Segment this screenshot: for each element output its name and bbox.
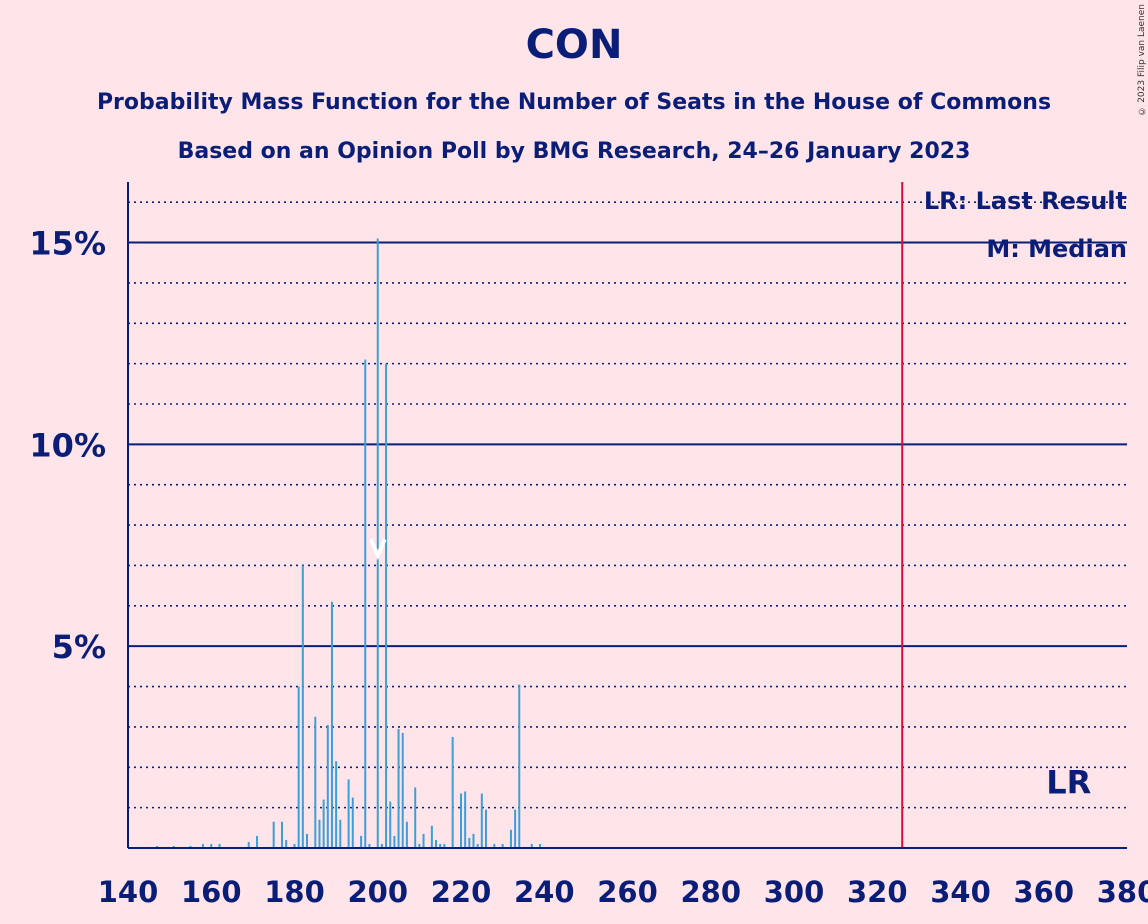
x-tick-label: 180 xyxy=(264,875,325,909)
grid-lines xyxy=(128,201,1127,809)
bar-seat-190 xyxy=(335,761,338,848)
bar-seat-215 xyxy=(439,843,442,848)
bar-seat-214 xyxy=(435,839,438,848)
bar-seat-188 xyxy=(326,724,329,848)
y-tick-label: 5% xyxy=(52,628,106,666)
bar-seat-187 xyxy=(322,799,325,848)
bar-seat-193 xyxy=(347,779,350,848)
bar-seat-222 xyxy=(468,837,471,848)
bar-seat-158 xyxy=(201,843,204,848)
bar-seat-197 xyxy=(364,359,367,848)
x-tick-label: 240 xyxy=(514,875,575,909)
bar-seat-237 xyxy=(530,843,533,848)
bar-seat-207 xyxy=(405,821,408,848)
x-tick-labels: 140 160 180 200 220 240 260 280 300 320 340 360 380 xyxy=(98,875,1148,909)
bar-seat-221 xyxy=(464,791,467,848)
median-chevron xyxy=(368,538,387,561)
bar-seat-226 xyxy=(484,809,487,848)
bar-seat-198 xyxy=(368,843,371,848)
y-tick-label: 15% xyxy=(29,225,106,263)
bar-seat-230 xyxy=(501,843,504,848)
x-tick-label: 160 xyxy=(181,875,242,909)
x-tick-label: 140 xyxy=(98,875,159,909)
bar-seat-177 xyxy=(281,821,284,848)
bar-seat-225 xyxy=(480,793,483,848)
last-result-label: LR xyxy=(1046,764,1091,802)
bar-seat-181 xyxy=(297,686,300,848)
bar-seat-203 xyxy=(389,801,392,848)
bar-seat-186 xyxy=(318,819,321,848)
bar-seat-218 xyxy=(451,737,454,848)
chart-subtitle-source: Based on an Opinion Poll by BMG Research… xyxy=(177,139,971,164)
y-tick-label: 10% xyxy=(29,426,106,464)
x-tick-label: 380 xyxy=(1097,875,1148,909)
bar-seat-206 xyxy=(401,732,404,848)
bar-seat-175 xyxy=(272,821,275,848)
bar-seat-180 xyxy=(293,843,296,848)
bar-seat-189 xyxy=(330,601,333,848)
bar-seat-160 xyxy=(210,843,213,848)
bar-seat-228 xyxy=(493,843,496,848)
x-tick-label: 320 xyxy=(847,875,908,909)
x-tick-label: 220 xyxy=(431,875,492,909)
bar-seat-224 xyxy=(476,843,479,848)
bar-seat-194 xyxy=(351,797,354,848)
bar-seat-171 xyxy=(256,835,259,848)
bar-seat-182 xyxy=(301,565,304,848)
bar-seat-205 xyxy=(397,728,400,848)
bar-seat-213 xyxy=(430,825,433,848)
bar-seat-211 xyxy=(422,833,425,848)
bar-seat-234 xyxy=(518,684,521,848)
x-tick-label: 340 xyxy=(930,875,991,909)
bar-seat-191 xyxy=(339,819,342,848)
bar-seat-183 xyxy=(305,833,308,848)
chart-title: CON xyxy=(525,22,623,68)
bar-seat-151 xyxy=(172,845,175,848)
bar-seat-209 xyxy=(414,787,417,848)
bar-seat-210 xyxy=(418,843,421,848)
bar-seat-196 xyxy=(360,835,363,848)
legend-median: M: Median xyxy=(986,235,1127,263)
x-tick-label: 200 xyxy=(347,875,408,909)
bar-seat-162 xyxy=(218,843,221,848)
bar-seat-204 xyxy=(393,835,396,848)
bar-seat-201 xyxy=(380,843,383,848)
bar-seat-200 xyxy=(376,238,379,848)
bar-seat-232 xyxy=(509,829,512,848)
y-tick-labels: 5% 10% 15% xyxy=(29,225,106,667)
x-tick-label: 300 xyxy=(764,875,825,909)
x-tick-label: 360 xyxy=(1013,875,1074,909)
bar-seat-185 xyxy=(314,716,317,848)
bar-seat-233 xyxy=(514,809,517,848)
bar-seat-155 xyxy=(189,845,192,848)
bar-seat-147 xyxy=(156,845,159,848)
bar-seat-223 xyxy=(472,833,475,848)
bar-seat-202 xyxy=(385,363,388,848)
bar-seat-239 xyxy=(539,843,542,848)
bar-seat-178 xyxy=(285,839,288,848)
chart-subtitle: Probability Mass Function for the Number… xyxy=(96,90,1052,115)
x-tick-label: 260 xyxy=(597,875,658,909)
median-marker xyxy=(368,538,387,561)
legend-last-result: LR: Last Result xyxy=(924,187,1127,215)
x-tick-label: 280 xyxy=(680,875,741,909)
bar-series xyxy=(156,238,542,848)
bar-seat-169 xyxy=(247,841,250,848)
bar-seat-220 xyxy=(460,793,462,848)
bar-seat-216 xyxy=(443,843,446,848)
